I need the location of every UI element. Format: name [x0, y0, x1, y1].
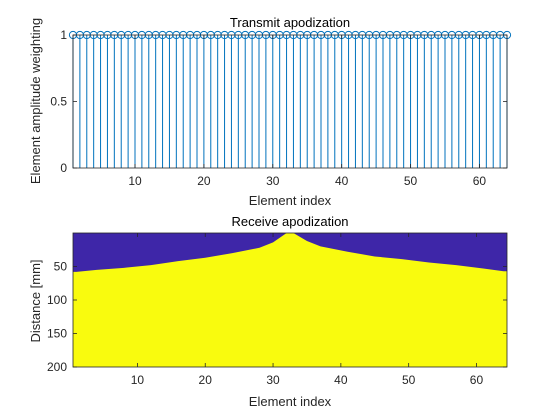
receive-y-axis-label: Distance [mm] [28, 259, 43, 342]
y-tick-label: 0.5 [50, 95, 67, 109]
transmit-apodization-plot: Transmit apodization 10 20 30 40 50 60 00.51 … [28, 15, 512, 208]
transmit-x-ticks: 10 20 30 40 50 60 [128, 35, 486, 188]
x-tick-label: 60 [473, 174, 487, 188]
y-tick-label: 50 [54, 260, 68, 274]
receive-active-region [73, 233, 507, 367]
y-tick-label: 100 [47, 293, 67, 307]
transmit-y-ticks: 00.51 [50, 28, 507, 175]
y-tick-label: 150 [47, 327, 67, 341]
receive-apodization-title: Receive apodization [231, 214, 348, 229]
y-tick-label: 200 [47, 360, 67, 374]
x-tick-label: 40 [334, 373, 348, 387]
y-tick-label: 1 [60, 28, 67, 42]
x-tick-label: 20 [199, 373, 213, 387]
x-tick-label: 10 [128, 174, 142, 188]
transmit-x-axis-label: Element index [249, 193, 332, 208]
x-tick-label: 30 [266, 174, 280, 188]
x-tick-label: 50 [402, 373, 416, 387]
transmit-y-axis-label: Element amplitude weighting [28, 18, 43, 184]
receive-x-axis-label: Element index [249, 394, 332, 409]
x-tick-label: 60 [470, 373, 484, 387]
x-tick-label: 10 [131, 373, 145, 387]
x-tick-label: 40 [335, 174, 349, 188]
receive-apodization-plot: Receive apodization 10 20 30 40 50 60 50 100 15… [28, 214, 508, 409]
receive-x-ticks: 10 20 30 40 50 60 [131, 233, 484, 387]
receive-y-ticks: 50 100 150 200 [47, 260, 507, 374]
x-tick-label: 30 [266, 373, 280, 387]
x-tick-label: 50 [404, 174, 418, 188]
transmit-apodization-title: Transmit apodization [230, 15, 350, 30]
x-tick-label: 20 [197, 174, 211, 188]
y-tick-label: 0 [60, 161, 67, 175]
